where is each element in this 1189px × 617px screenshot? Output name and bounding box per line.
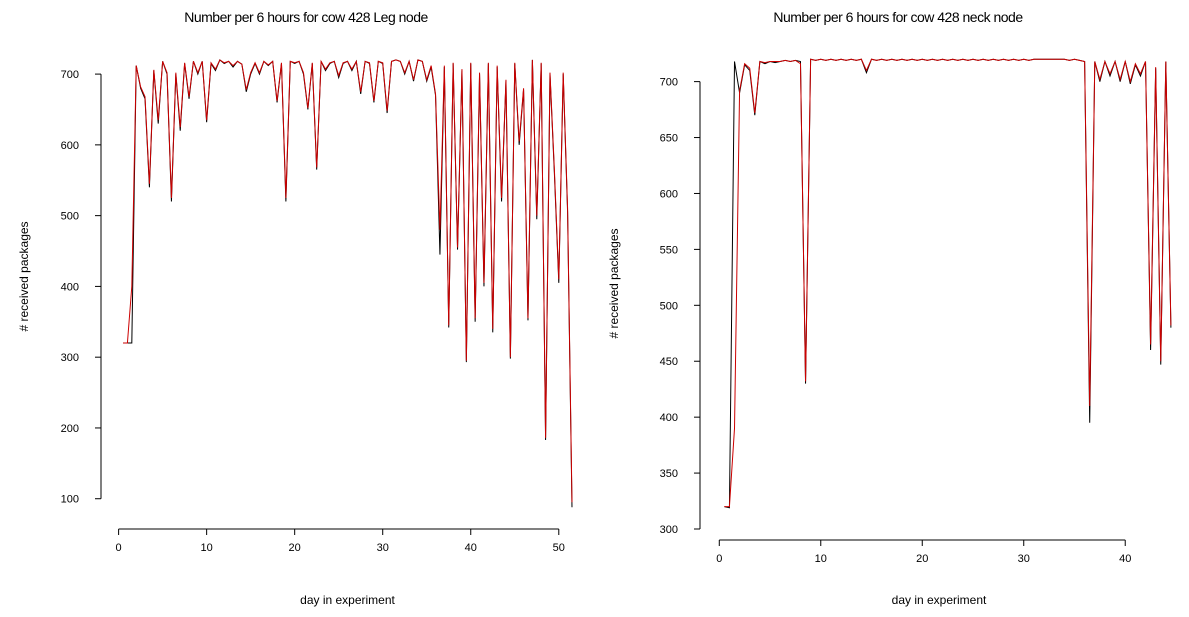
x-tick-label: 50 (553, 542, 565, 554)
x-tick-label: 40 (465, 542, 477, 554)
chart-title: Number per 6 hours for cow 428 Leg node (184, 9, 428, 25)
x-tick-label: 0 (716, 553, 722, 565)
y-tick-label: 100 (61, 494, 79, 506)
y-tick-label: 650 (660, 133, 678, 145)
x-tick-label: 20 (916, 553, 928, 565)
data-line (724, 58, 1172, 509)
x-tick-label: 10 (815, 553, 827, 565)
y-tick-label: 500 (660, 300, 678, 312)
y-tick-label: 700 (61, 69, 79, 81)
y-tick-label: 350 (660, 468, 678, 480)
data-line (724, 58, 1172, 508)
data-line (123, 59, 573, 503)
y-tick-label: 600 (61, 140, 79, 152)
y-tick-label: 300 (660, 524, 678, 536)
y-tick-label: 600 (660, 188, 678, 200)
y-tick-label: 550 (660, 244, 678, 256)
y-tick-label: 400 (61, 281, 79, 293)
y-tick-label: 700 (660, 77, 678, 89)
x-tick-label: 0 (116, 542, 122, 554)
x-tick-label: 30 (377, 542, 389, 554)
chart-title: Number per 6 hours for cow 428 neck node (773, 9, 1023, 25)
y-axis-title: # received packages (607, 228, 621, 338)
y-tick-label: 200 (61, 423, 79, 435)
y-tick-label: 300 (61, 352, 79, 364)
x-tick-label: 10 (201, 542, 213, 554)
y-axis-title: # received packages (17, 221, 31, 331)
x-tick-label: 20 (289, 542, 301, 554)
x-tick-label: 40 (1119, 553, 1131, 565)
x-axis-title: day in experiment (300, 593, 395, 607)
y-tick-label: 400 (660, 412, 678, 424)
x-tick-label: 30 (1018, 553, 1030, 565)
x-axis-title: day in experiment (892, 593, 987, 607)
y-tick-label: 450 (660, 356, 678, 368)
y-tick-label: 500 (61, 211, 79, 223)
